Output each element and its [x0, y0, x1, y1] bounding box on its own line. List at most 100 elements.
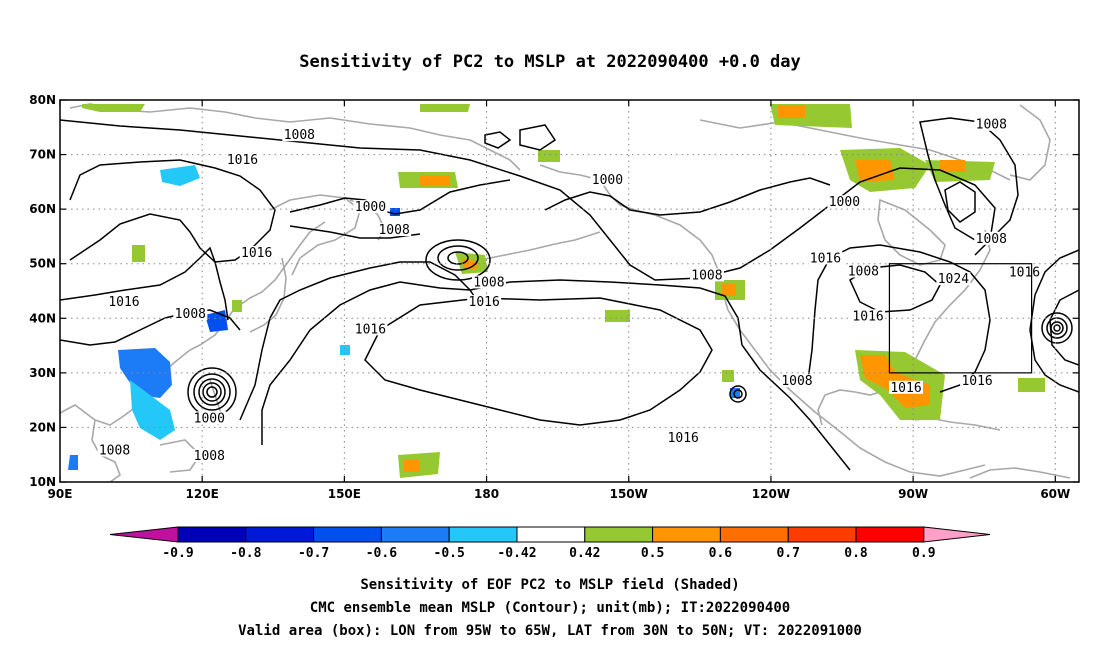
contour-1008-bering	[289, 225, 421, 239]
contour-1016-america	[807, 244, 991, 393]
colorbar-tick-label: 0.5	[641, 546, 664, 561]
typhoon-ring	[193, 373, 231, 411]
typhoon-ring	[198, 378, 226, 406]
y-tick-label: 20N	[29, 420, 56, 434]
blob-pos	[855, 160, 895, 182]
blob-pos	[420, 104, 470, 112]
colorbar-cell	[177, 526, 247, 543]
coastline-hudson	[877, 198, 946, 266]
contour-label-bg	[97, 443, 132, 457]
y-tick-label: 50N	[29, 257, 56, 271]
coastline-south-america	[969, 467, 1071, 479]
contour-label-bg	[377, 223, 412, 237]
colorbar-tick-label: 0.7	[776, 546, 799, 561]
colorbar-tick-label: -0.42	[497, 546, 536, 561]
map-frame	[59, 99, 1080, 483]
contour-label: 1000	[194, 411, 225, 426]
blob-pos	[132, 245, 145, 262]
colorbar-cell	[516, 526, 586, 543]
contour-label-bg	[1007, 265, 1042, 279]
blob-pos	[940, 160, 965, 172]
contour-label: 1008	[175, 307, 206, 322]
y-tick-label: 70N	[29, 148, 56, 162]
y-tick-label: 10N	[29, 475, 56, 489]
typhoon-ring	[206, 386, 218, 398]
contour-1024	[849, 264, 941, 313]
contour-label: 1000	[829, 195, 860, 210]
blob-neg	[68, 455, 78, 470]
contour-atlantic-2	[1049, 289, 1079, 366]
colorbar-tick-label: -0.5	[434, 546, 465, 561]
blob-pos	[722, 284, 736, 296]
mslp-contours	[60, 117, 1079, 471]
contour-label: 1008	[284, 128, 315, 143]
blob-neg	[340, 345, 350, 355]
contour-label: 1016	[227, 153, 258, 168]
contour-label-bg	[173, 307, 208, 321]
contour-label-bg	[889, 380, 924, 394]
contour-label: 1008	[848, 265, 879, 280]
colorbar-cell	[652, 526, 721, 543]
contour-label: 1016	[355, 322, 386, 337]
contour-label: 1016	[1009, 266, 1040, 281]
y-tick-label: 40N	[29, 311, 56, 325]
colorbar-tick-label: 0.9	[912, 546, 935, 561]
contour-label: 1016	[810, 251, 841, 266]
colorbar-cell	[719, 526, 789, 543]
coastline-okhotsk	[269, 194, 361, 276]
contour-label: 1016	[852, 309, 883, 324]
x-tick-label: 150E	[328, 487, 361, 501]
coastline-chukotka	[439, 134, 521, 171]
contour-extra-pacific	[519, 124, 557, 151]
contour-label-bg	[353, 200, 388, 214]
valid-area-box	[888, 263, 1033, 374]
contour-label: 1008	[99, 444, 130, 459]
low-ring	[733, 389, 743, 399]
map-panel: 1008 1016 1000 1008 1016 1016 1008 1016 1000 1008…	[29, 93, 1080, 501]
caption-line-1: Sensitivity of EOF PC2 to MSLP field (Sh…	[360, 577, 739, 593]
colorbar-tick-label: 0.42	[569, 546, 600, 561]
colorbar-tick-label: -0.8	[230, 546, 261, 561]
contour-label-bg	[960, 374, 995, 388]
colorbar-arrow-left	[109, 526, 179, 543]
blob-pos	[605, 310, 630, 322]
contour-label: 1000	[592, 173, 623, 188]
contour-label-bg	[192, 448, 227, 462]
contour-label: 1008	[378, 223, 409, 238]
caption-line-3: Valid area (box): LON from 95W to 65W, L…	[238, 623, 862, 639]
contour-labels: 1008 1016 1000 1008 1016 1016 1008 1016 1000 1008…	[97, 117, 1042, 464]
hurricane-ring	[1053, 324, 1061, 332]
low-ring	[425, 239, 491, 281]
x-tick-label: 90W	[898, 487, 928, 501]
low-ring	[437, 245, 479, 271]
contour-label: 1016	[469, 295, 500, 310]
coastline-japan	[249, 257, 287, 333]
y-tick-label: 60N	[29, 202, 56, 216]
figure-title: Sensitivity of PC2 to MSLP at 2022090400…	[299, 52, 801, 72]
contour-label: 1000	[355, 200, 386, 215]
contour-label-bg	[590, 172, 625, 186]
coastline-gulf	[817, 389, 881, 426]
coastline-asia-east	[60, 221, 326, 426]
colorbar-arrow-right	[923, 526, 991, 543]
low-ring	[729, 385, 747, 403]
contour-mid-pacific	[484, 131, 512, 149]
contour-1000-gulf	[544, 177, 831, 216]
contour-label: 1008	[976, 232, 1007, 247]
contour-label-bg	[282, 128, 317, 142]
contour-label-bg	[974, 231, 1009, 245]
contour-label-bg	[666, 430, 701, 444]
contour-1016-west-pacific	[239, 261, 481, 421]
contour-1016-china	[60, 246, 229, 321]
contour-label-bg	[192, 411, 227, 425]
contour-1016-outer	[261, 279, 851, 471]
contour-label-bg	[808, 251, 843, 265]
colorbar-tick-label: -0.9	[162, 546, 193, 561]
contour-label-bg	[353, 322, 388, 336]
blob-pos	[404, 460, 420, 472]
contour-label: 1024	[938, 272, 969, 287]
hurricane-ring	[1041, 312, 1073, 344]
colorbar-cell	[448, 526, 518, 543]
x-tick-label: 90E	[48, 487, 73, 501]
